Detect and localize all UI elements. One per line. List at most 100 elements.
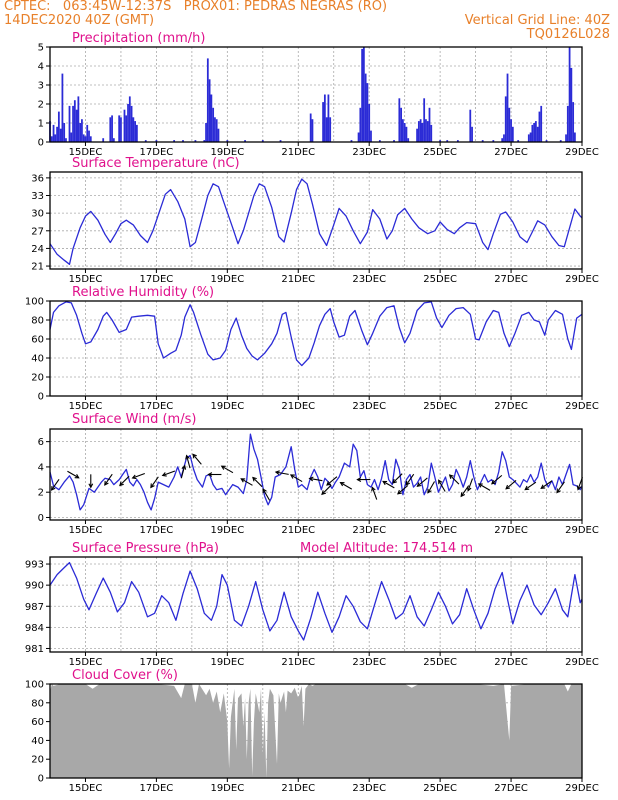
pressure-title: Surface Pressure (hPa) <box>72 541 219 556</box>
pressure-xtick-label: 21DEC <box>281 657 315 668</box>
precip-bar <box>86 124 89 142</box>
precip-bar <box>128 96 131 142</box>
precip-bar <box>123 109 126 142</box>
wind-arrow <box>185 454 191 469</box>
precip-bar <box>214 117 216 142</box>
precip-bar <box>57 111 60 142</box>
wind-xtick-label: 25DEC <box>423 525 457 536</box>
rh-xtick-label: 19DEC <box>210 401 244 412</box>
precip-xtick-label: 19DEC <box>210 147 244 158</box>
wind-arrow <box>240 478 253 486</box>
precip-bar <box>446 140 449 142</box>
wind-arrow <box>448 474 460 485</box>
temp-xtick-label: 27DEC <box>494 274 528 285</box>
rh-xtick-label: 23DEC <box>352 401 386 412</box>
pressure-xtick-label: 29DEC <box>565 657 599 668</box>
humidity-title: Relative Humidity (%) <box>72 285 214 300</box>
precip-bar <box>403 123 406 142</box>
precip-bar <box>492 140 495 142</box>
precip-bar <box>511 126 514 142</box>
precip-bar <box>456 140 459 142</box>
precip-bar <box>428 107 431 142</box>
wind-arrow <box>50 478 60 491</box>
cloud-ytick-label: 80 <box>31 698 44 709</box>
precip-bar <box>572 102 575 142</box>
wind-arrow <box>491 474 503 485</box>
precip-bar <box>538 111 541 142</box>
wind-ytick-label: 4 <box>38 462 44 473</box>
wind-arrow <box>180 464 187 479</box>
wind-arrow <box>466 478 474 492</box>
precip-bar <box>61 73 64 142</box>
wind-arrow <box>427 481 435 494</box>
precip-bar <box>350 140 353 142</box>
precip-bar <box>536 126 539 142</box>
pressure-panel: Surface Pressure (hPa) Model Altitude: 1… <box>25 541 599 668</box>
precip-bar <box>545 140 548 142</box>
wind-arrow <box>371 486 378 500</box>
precip-bar <box>79 123 82 142</box>
temp-xtick-label: 25DEC <box>423 274 457 285</box>
rh-xtick-label: 29DEC <box>565 401 599 412</box>
precip-bar <box>88 130 90 142</box>
precipitation-title: Precipitation (mm/h) <box>72 31 205 46</box>
precip-bar <box>370 130 372 142</box>
wind-arrow <box>382 480 395 489</box>
wind-arrow <box>252 476 263 488</box>
precip-bar <box>118 115 121 142</box>
precip-bar <box>322 102 324 142</box>
temp-ytick-label: 33 <box>31 191 44 202</box>
pressure-xtick-label: 15DEC <box>69 657 103 668</box>
rh-xtick-label: 27DEC <box>494 401 528 412</box>
rh-xtick-label: 15DEC <box>69 401 103 412</box>
precip-bar <box>430 124 433 142</box>
precip-bar <box>416 128 418 142</box>
precip-bar <box>212 107 215 142</box>
precip-bar <box>402 119 404 142</box>
precip-bar <box>82 134 85 142</box>
precip-xtick-label: 15DEC <box>69 147 103 158</box>
wind-arrow <box>339 482 353 490</box>
wind-arrow <box>262 488 271 501</box>
wind-arrow <box>321 484 332 496</box>
precip-bar <box>73 100 76 142</box>
humidity-panel: Relative Humidity (%) 0 20 40 60 80 100 15DEC 1… <box>25 285 599 412</box>
precip-bar <box>130 105 133 142</box>
wind-arrow <box>438 479 446 492</box>
precip-bar <box>471 126 473 142</box>
precip-bar <box>559 140 562 142</box>
wind-arrow <box>131 473 145 480</box>
wind-arrow <box>397 485 409 495</box>
precip-bar <box>109 117 112 142</box>
wind-panel: Surface Wind (m/s) 0 2 4 6 15DEC 17DEC 19DEC 21… <box>38 412 599 536</box>
pressure-xtick-label: 25DEC <box>423 657 457 668</box>
wind-arrow <box>192 453 202 465</box>
precip-bar <box>393 140 395 142</box>
precip-bar <box>125 115 128 142</box>
precip-bar <box>405 126 408 142</box>
temp-series-line <box>49 178 583 265</box>
pressure-ytick-label: 984 <box>25 623 44 634</box>
wind-arrow <box>356 477 371 482</box>
cloud-xtick-label: 17DEC <box>140 783 174 794</box>
model-altitude-label: Model Altitude: 174.514 m <box>300 541 473 556</box>
precip-ytick-label: 3 <box>38 81 44 92</box>
pressure-ytick-label: 990 <box>25 581 44 592</box>
wind-arrow <box>524 481 537 491</box>
temp-xtick-label: 21DEC <box>281 274 315 285</box>
rh-ytick-label: 40 <box>31 354 44 365</box>
precip-xtick-label: 17DEC <box>140 147 174 158</box>
wind-arrow <box>207 472 222 477</box>
precip-bar <box>366 83 369 142</box>
rh-ytick-label: 100 <box>25 297 44 308</box>
precip-bar <box>208 79 211 142</box>
precip-bar <box>325 117 328 142</box>
precip-bar <box>112 138 115 142</box>
precip-bar <box>426 121 429 142</box>
precip-bar <box>368 104 371 142</box>
rh-xtick-label: 25DEC <box>423 401 457 412</box>
precip-bar <box>72 105 74 142</box>
precip-bar <box>527 134 530 142</box>
precip-bar <box>54 134 57 142</box>
precip-bar <box>400 107 403 142</box>
